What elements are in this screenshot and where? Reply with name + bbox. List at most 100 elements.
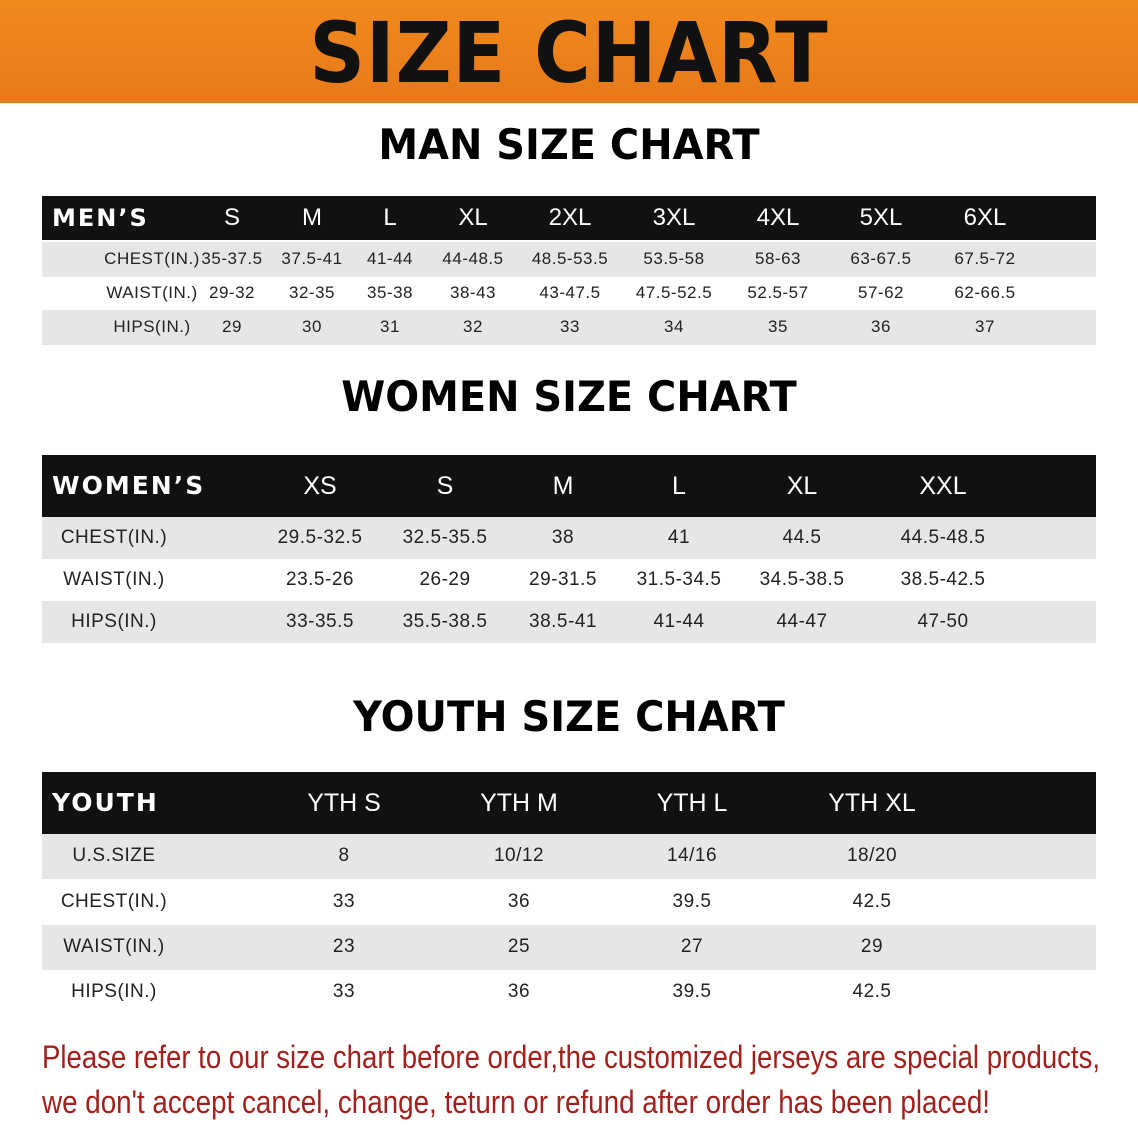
cell: 44-48.5 xyxy=(442,249,504,269)
notice-line: we don't accept cancel, change, teturn o… xyxy=(41,1084,990,1120)
cell: 38-43 xyxy=(450,283,496,303)
header-cell: XL xyxy=(786,472,818,500)
table-header: YOUTH YTH S YTH M YTH L YTH XL xyxy=(42,772,1096,834)
table-row: CHEST(IN.) 29.5-32.5 32.5-35.5 38 41 44.5 44.5… xyxy=(42,517,1096,559)
header-cell: XS xyxy=(303,472,337,500)
cell: 57-62 xyxy=(858,283,904,303)
cell: 47-50 xyxy=(917,610,969,632)
cell: 67.5-72 xyxy=(954,249,1016,269)
cell: 44-47 xyxy=(776,610,828,632)
row-label: CHEST(IN.) xyxy=(60,526,168,548)
cell: 31.5-34.5 xyxy=(636,568,722,590)
cell: 42.5 xyxy=(852,891,892,913)
cell: 36 xyxy=(871,317,891,337)
cell: 39.5 xyxy=(672,891,712,913)
table-row: WAIST(IN.) 23 25 27 29 xyxy=(42,925,1096,970)
cell: 58-63 xyxy=(755,249,801,269)
header-cell: YTH S xyxy=(307,789,381,817)
header-cell: M xyxy=(552,472,574,500)
header-cell: 5XL xyxy=(859,203,903,231)
row-label: CHEST(IN.) xyxy=(60,891,168,913)
table-row: CHEST(IN.) 33 36 39.5 42.5 xyxy=(42,880,1096,925)
header-cell: YTH XL xyxy=(828,789,916,817)
cell: 33 xyxy=(560,317,580,337)
header-label: MEN’S xyxy=(52,203,149,232)
cell: 10/12 xyxy=(493,845,545,867)
cell: 36 xyxy=(507,891,531,913)
table-row: HIPS(IN.) 33-35.5 35.5-38.5 38.5-41 41-44 44-… xyxy=(42,601,1096,643)
cell: 33 xyxy=(332,891,356,913)
cell: 29 xyxy=(222,317,242,337)
cell: 34 xyxy=(664,317,684,337)
cell: 35 xyxy=(768,317,788,337)
cell: 30 xyxy=(302,317,322,337)
cell: 32-35 xyxy=(289,283,335,303)
cell: 44.5 xyxy=(782,526,822,548)
cell: 42.5 xyxy=(852,981,892,1003)
header-cell: YTH M xyxy=(480,789,558,817)
row-label: WAIST(IN.) xyxy=(63,568,165,590)
header-cell: YTH L xyxy=(656,789,728,817)
header-cell: XXL xyxy=(919,472,967,500)
cell: 31 xyxy=(380,317,400,337)
cell: 14/16 xyxy=(666,845,718,867)
notice: Please refer to our size chart before or… xyxy=(41,1039,1100,1120)
table-row: HIPS(IN.) 29 30 31 32 33 34 35 36 37 xyxy=(42,310,1096,345)
row-label: HIPS(IN.) xyxy=(113,317,191,337)
cell: 32 xyxy=(463,317,483,337)
cell: 38.5-41 xyxy=(529,610,597,632)
cell: 8 xyxy=(338,845,350,867)
cell: 29-31.5 xyxy=(529,568,597,590)
cell: 32.5-35.5 xyxy=(402,526,488,548)
cell: 52.5-57 xyxy=(747,283,809,303)
section-title: WOMEN SIZE CHART xyxy=(341,372,797,421)
table-header: WOMEN’S XS S M L XL XXL xyxy=(42,455,1096,517)
row-label: CHEST(IN.) xyxy=(104,249,200,269)
cell: 35-37.5 xyxy=(201,249,263,269)
cell: 27 xyxy=(680,936,704,958)
table-header: MEN’S S M L XL 2XL 3XL 4XL 5XL 6XL xyxy=(42,196,1096,240)
row-label: WAIST(IN.) xyxy=(106,283,198,303)
table-row: CHEST(IN.) 35-37.5 37.5-41 41-44 44-48.5 48.5… xyxy=(42,242,1096,277)
cell: 29-32 xyxy=(209,283,255,303)
table-row: WAIST(IN.) 23.5-26 26-29 29-31.5 31.5-34.5 34… xyxy=(42,559,1096,601)
cell: 39.5 xyxy=(672,981,712,1003)
header-cell: M xyxy=(302,203,322,231)
cell: 29 xyxy=(860,936,884,958)
row-label: HIPS(IN.) xyxy=(71,610,157,632)
cell: 23 xyxy=(332,936,356,958)
cell: 25 xyxy=(507,936,531,958)
cell: 38 xyxy=(551,526,575,548)
header-cell: S xyxy=(223,203,241,231)
cell: 36 xyxy=(507,981,531,1003)
cell: 41-44 xyxy=(367,249,413,269)
cell: 48.5-53.5 xyxy=(531,249,609,269)
cell: 29.5-32.5 xyxy=(277,526,363,548)
header-cell: L xyxy=(672,472,686,500)
cell: 37.5-41 xyxy=(281,249,343,269)
cell: 63-67.5 xyxy=(850,249,912,269)
header-cell: 2XL xyxy=(548,203,592,231)
cell: 18/20 xyxy=(846,845,898,867)
cell: 47.5-52.5 xyxy=(635,283,713,303)
row-label: HIPS(IN.) xyxy=(71,981,157,1003)
cell: 44.5-48.5 xyxy=(900,526,986,548)
cell: 62-66.5 xyxy=(954,283,1016,303)
notice-line: Please refer to our size chart before or… xyxy=(42,1039,1100,1075)
banner-title: SIZE CHART xyxy=(309,4,829,102)
header-cell: S xyxy=(436,472,454,500)
header-cell: XL xyxy=(458,203,488,231)
cell: 33 xyxy=(332,981,356,1003)
cell: 35-38 xyxy=(367,283,413,303)
cell: 53.5-58 xyxy=(643,249,705,269)
cell: 23.5-26 xyxy=(286,568,354,590)
cell: 43-47.5 xyxy=(539,283,601,303)
cell: 41-44 xyxy=(653,610,705,632)
header-label: WOMEN’S xyxy=(52,471,206,500)
row-label: U.S.SIZE xyxy=(72,845,156,867)
header-label: YOUTH xyxy=(52,788,159,817)
banner: SIZE CHART xyxy=(0,0,1138,103)
section-title: MAN SIZE CHART xyxy=(378,120,760,169)
cell: 37 xyxy=(975,317,995,337)
